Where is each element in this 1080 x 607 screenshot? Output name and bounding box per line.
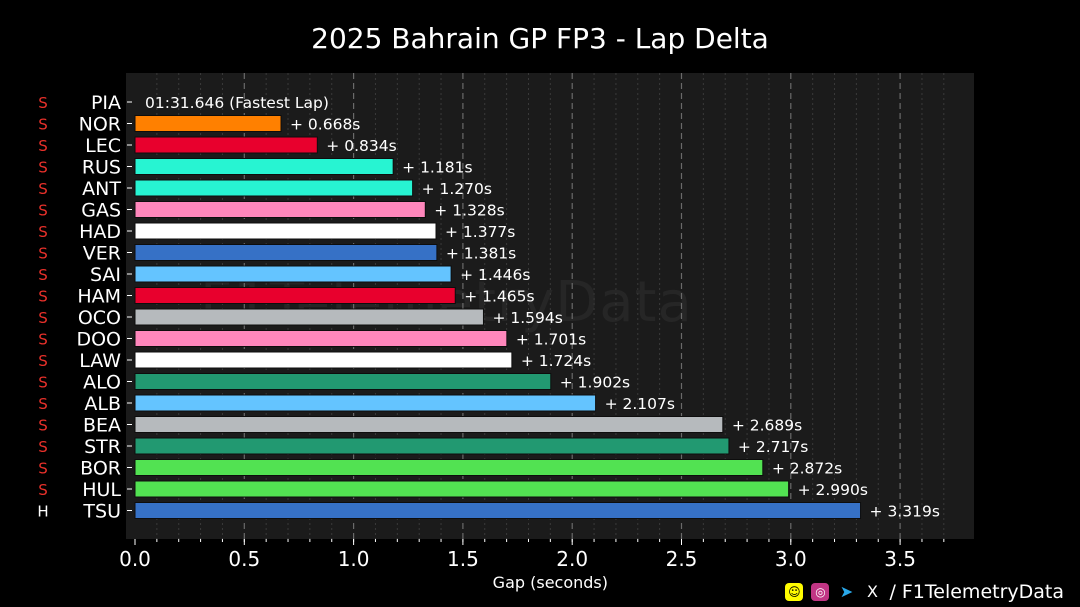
x-tick-label: 3.5 [884,547,916,571]
bar-sai [134,265,452,283]
driver-label: DOO [76,329,121,351]
gap-label: + 1.381s [446,245,516,263]
tyre-compound: S [38,395,48,413]
tyre-compound: S [38,374,48,392]
tyre-compound: S [38,417,48,435]
gap-label: + 2.107s [605,395,675,413]
driver-label: TSU [82,501,121,523]
driver-label: BEA [83,415,121,437]
tyre-compound: S [38,288,48,306]
driver-label: OCO [78,307,121,329]
x-tick-label: 0.5 [228,547,260,571]
bar-alo [134,373,552,390]
gap-label: + 2.990s [798,481,868,499]
gap-label: + 0.834s [326,137,396,155]
gap-label: + 3.319s [870,503,940,521]
driver-label: RUS [82,157,121,179]
x-tick-label: 1.0 [338,547,370,571]
chart-title: 2025 Bahrain GP FP3 - Lap Delta [311,22,769,55]
driver-label: LEC [85,135,121,157]
bar-law [134,351,513,369]
driver-label: ALB [84,393,121,415]
bar-bor [134,459,764,476]
tyre-compound: S [38,137,48,155]
gap-label: + 1.446s [460,266,530,284]
snapchat-icon[interactable]: ☺ [785,583,804,601]
gap-label: + 1.902s [560,374,630,392]
tyre-compound: S [38,352,48,370]
tyre-compound: S [38,331,48,349]
fastest-lap-label: 01:31.646 (Fastest Lap) [145,94,329,112]
tyre-compound: S [38,481,48,499]
driver-label: ALO [83,372,121,394]
x-tick-label: 3.0 [775,547,807,571]
bar-had [134,222,437,240]
gap-label: + 1.270s [422,180,492,198]
driver-label: SAI [90,264,121,286]
bar-lec [134,136,318,154]
bar-ant [134,179,414,197]
gap-label: + 1.181s [402,159,472,177]
driver-label: BOR [80,458,121,480]
gap-label: + 1.701s [516,331,586,349]
bar-ver [134,244,438,261]
tyre-compound: S [38,245,48,263]
x-axis-label: Gap (seconds) [493,573,608,592]
driver-label: VER [83,243,121,265]
bar-gas [134,201,426,218]
x-icon[interactable]: X [866,582,878,601]
gap-label: + 1.377s [445,223,515,241]
tyre-compound: S [38,202,48,220]
gap-label: + 2.689s [732,417,802,435]
driver-label: GAS [81,200,121,222]
telegram-icon[interactable]: ➤ [839,582,854,601]
footer: ☺ ◎ ➤ X / F1TelemetryData [785,581,1064,603]
driver-label: STR [84,436,121,458]
x-tick-label: 1.5 [447,547,479,571]
tyre-compound: S [38,438,48,456]
tyre-compound: H [37,503,48,521]
tyre-compound: S [38,460,48,478]
bar-str [134,437,730,455]
bar-rus [134,158,394,175]
driver-label: PIA [91,92,121,114]
bar-tsu [134,502,862,519]
x-tick-label: 2.5 [666,547,698,571]
bar-nor [134,115,282,132]
gap-label: + 0.668s [290,116,360,134]
tyre-compound: S [38,180,48,198]
bar-hul [134,480,790,498]
driver-label: ANT [82,178,121,200]
tyre-compound: S [38,116,48,134]
tyre-compound: S [38,159,48,177]
driver-label: HAD [79,221,121,243]
gap-label: + 1.724s [521,352,591,370]
bar-doo [134,330,508,347]
gap-label: + 1.465s [464,288,534,306]
gap-label: + 2.717s [738,438,808,456]
x-tick-label: 0.0 [119,547,151,571]
tyre-compound: S [38,223,48,241]
tyre-compound: S [38,94,48,112]
gap-label: + 1.328s [434,202,504,220]
driver-label: LAW [79,350,121,372]
footer-handle[interactable]: / F1TelemetryData [889,581,1064,603]
bar-ham [134,287,456,304]
bar-alb [134,394,597,412]
x-tick-label: 2.0 [556,547,588,571]
bar-oco [134,308,484,326]
driver-label: NOR [79,114,121,136]
driver-label: HUL [82,479,121,501]
tyre-compound: S [38,266,48,284]
bar-bea [134,416,724,433]
driver-label: HAM [77,286,121,308]
tyre-compound: S [38,309,48,327]
instagram-icon[interactable]: ◎ [811,583,830,601]
gap-label: + 2.872s [772,460,842,478]
gap-label: + 1.594s [492,309,562,327]
